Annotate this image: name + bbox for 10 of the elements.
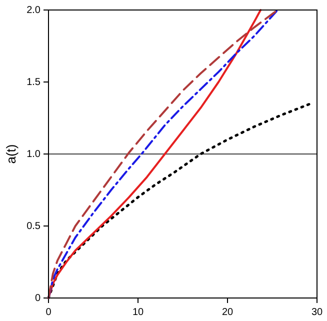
y-axis-title: a(t) — [3, 144, 18, 164]
y-tick-label: 2.0 — [26, 4, 41, 16]
y-tick-label: 1.5 — [26, 76, 41, 88]
x-tick-label: 30 — [311, 306, 323, 318]
y-tick-label: 1.0 — [26, 148, 41, 160]
x-tick-label: 10 — [132, 306, 144, 318]
y-tick-label: 0 — [34, 292, 41, 304]
y-tick-label: 0.5 — [26, 220, 41, 232]
x-tick-label: 20 — [222, 306, 234, 318]
x-tick-label: 0 — [46, 306, 52, 318]
